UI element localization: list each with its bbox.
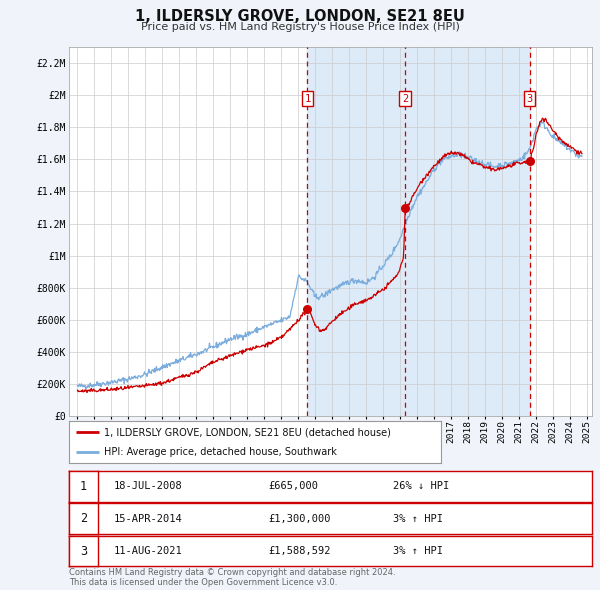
Text: 3% ↑ HPI: 3% ↑ HPI xyxy=(394,514,443,523)
Text: 1: 1 xyxy=(304,93,311,103)
Text: 3% ↑ HPI: 3% ↑ HPI xyxy=(394,546,443,556)
Text: 18-JUL-2008: 18-JUL-2008 xyxy=(113,481,182,491)
Text: Contains HM Land Registry data © Crown copyright and database right 2024.
This d: Contains HM Land Registry data © Crown c… xyxy=(69,568,395,587)
Text: 11-AUG-2021: 11-AUG-2021 xyxy=(113,546,182,556)
Text: 1, ILDERSLY GROVE, LONDON, SE21 8EU: 1, ILDERSLY GROVE, LONDON, SE21 8EU xyxy=(135,9,465,24)
Text: 15-APR-2014: 15-APR-2014 xyxy=(113,514,182,523)
Text: 3: 3 xyxy=(526,93,533,103)
Text: 2: 2 xyxy=(402,93,408,103)
Text: 2: 2 xyxy=(80,512,87,525)
Text: HPI: Average price, detached house, Southwark: HPI: Average price, detached house, Sout… xyxy=(104,447,337,457)
Text: 26% ↓ HPI: 26% ↓ HPI xyxy=(394,481,449,491)
Text: Price paid vs. HM Land Registry's House Price Index (HPI): Price paid vs. HM Land Registry's House … xyxy=(140,22,460,32)
Bar xyxy=(405,47,530,416)
Text: £665,000: £665,000 xyxy=(268,481,318,491)
Text: 3: 3 xyxy=(80,545,87,558)
Text: 1, ILDERSLY GROVE, LONDON, SE21 8EU (detached house): 1, ILDERSLY GROVE, LONDON, SE21 8EU (det… xyxy=(104,427,391,437)
Text: 1: 1 xyxy=(80,480,87,493)
Text: £1,300,000: £1,300,000 xyxy=(268,514,331,523)
Text: £1,588,592: £1,588,592 xyxy=(268,546,331,556)
Bar xyxy=(307,47,405,416)
